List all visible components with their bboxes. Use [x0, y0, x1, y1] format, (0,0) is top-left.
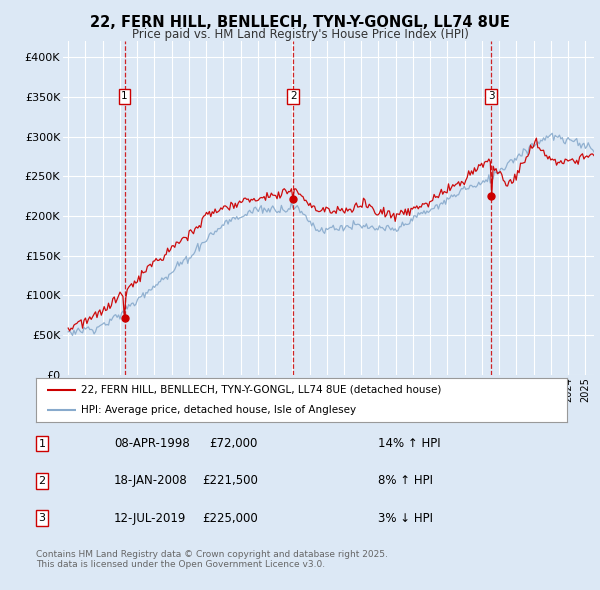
- Text: 12-JUL-2019: 12-JUL-2019: [114, 512, 187, 525]
- Text: 2: 2: [290, 91, 296, 101]
- Text: 22, FERN HILL, BENLLECH, TYN-Y-GONGL, LL74 8UE: 22, FERN HILL, BENLLECH, TYN-Y-GONGL, LL…: [90, 15, 510, 30]
- Text: 3% ↓ HPI: 3% ↓ HPI: [378, 512, 433, 525]
- Text: £225,000: £225,000: [202, 512, 258, 525]
- Text: £72,000: £72,000: [209, 437, 258, 450]
- Text: 08-APR-1998: 08-APR-1998: [114, 437, 190, 450]
- Text: 22, FERN HILL, BENLLECH, TYN-Y-GONGL, LL74 8UE (detached house): 22, FERN HILL, BENLLECH, TYN-Y-GONGL, LL…: [81, 385, 442, 395]
- Text: 8% ↑ HPI: 8% ↑ HPI: [378, 474, 433, 487]
- Text: Price paid vs. HM Land Registry's House Price Index (HPI): Price paid vs. HM Land Registry's House …: [131, 28, 469, 41]
- Text: Contains HM Land Registry data © Crown copyright and database right 2025.
This d: Contains HM Land Registry data © Crown c…: [36, 550, 388, 569]
- Text: 3: 3: [488, 91, 494, 101]
- Text: £221,500: £221,500: [202, 474, 258, 487]
- Text: 18-JAN-2008: 18-JAN-2008: [114, 474, 188, 487]
- Text: 1: 1: [38, 439, 46, 448]
- Text: 3: 3: [38, 513, 46, 523]
- Text: 2: 2: [38, 476, 46, 486]
- Text: 1: 1: [121, 91, 128, 101]
- Text: 14% ↑ HPI: 14% ↑ HPI: [378, 437, 440, 450]
- Text: HPI: Average price, detached house, Isle of Anglesey: HPI: Average price, detached house, Isle…: [81, 405, 356, 415]
